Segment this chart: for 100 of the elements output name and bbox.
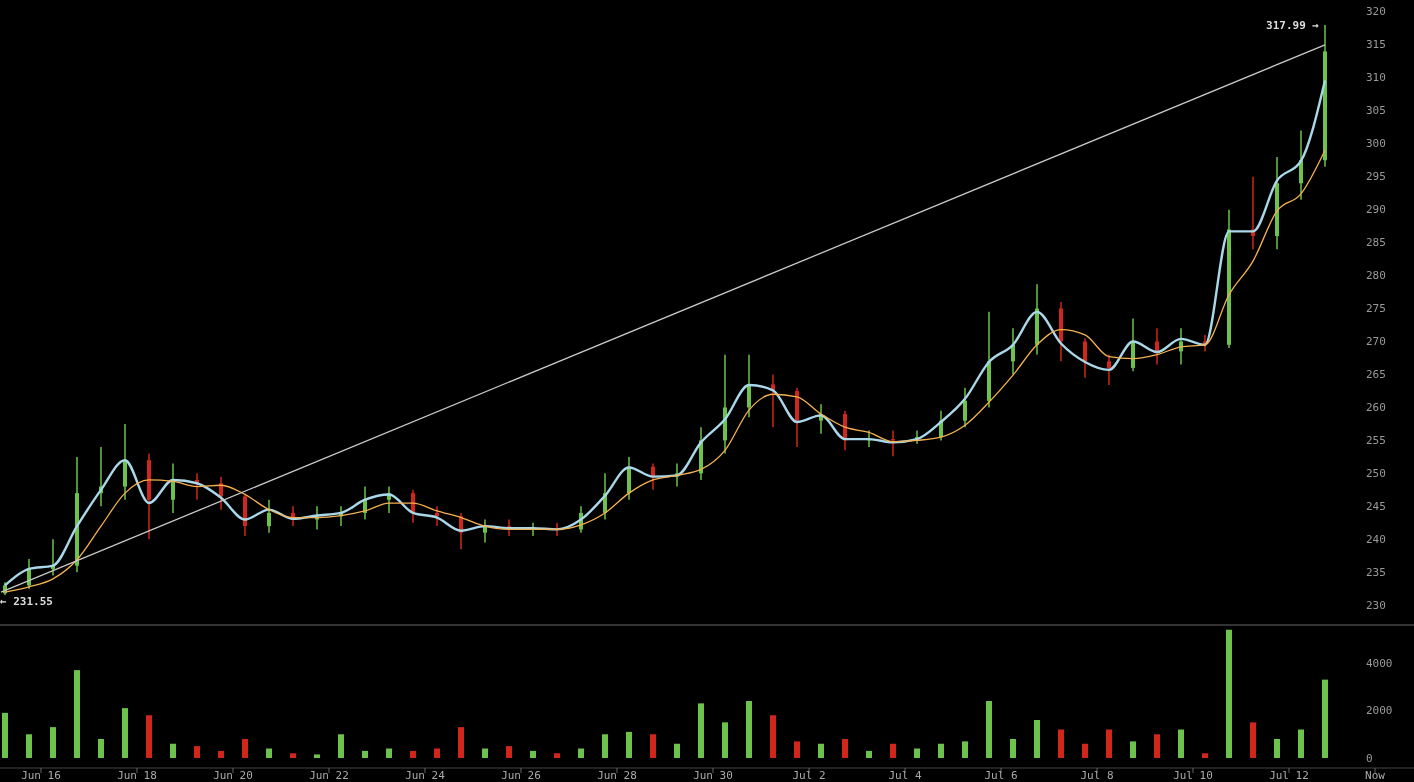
candlestick: [435, 505, 439, 527]
candlestick: [963, 386, 967, 428]
candlestick: [483, 518, 487, 544]
y-tick-label: 255: [1366, 433, 1386, 447]
bar: [698, 703, 704, 758]
y-tick-label: 310: [1366, 71, 1386, 85]
y-tick-label: 240: [1366, 532, 1386, 546]
candlestick: [747, 353, 751, 419]
bar: [482, 748, 488, 758]
candlestick: [1107, 353, 1111, 386]
y-tick-label: 270: [1366, 335, 1386, 349]
x-tick-label: Jul 6: [984, 769, 1018, 782]
bar: [602, 734, 608, 758]
y-tick-label: 305: [1366, 104, 1386, 118]
bar: [410, 750, 416, 758]
y-tick-label: 2000: [1366, 704, 1393, 718]
y-tick-label: 0: [1366, 751, 1373, 765]
bar: [554, 753, 560, 758]
bar: [170, 743, 176, 758]
bar: [650, 734, 656, 758]
x-tick-label: Jul 8: [1080, 769, 1114, 782]
x-tick-label: Jun 18: [117, 769, 157, 782]
bar: [1010, 739, 1016, 758]
x-tick-label: Jul 2: [792, 769, 826, 782]
x-tick-label: Jul 10: [1173, 769, 1213, 782]
y-tick-label: 265: [1366, 367, 1386, 381]
bar: [434, 748, 440, 758]
candlestick: [1083, 337, 1087, 379]
bar: [914, 748, 920, 758]
bar: [194, 746, 200, 758]
bar: [770, 715, 776, 758]
bar: [146, 715, 152, 758]
bar: [1130, 741, 1136, 758]
x-tick-label: Jun 26: [501, 769, 541, 782]
y-tick-label: 260: [1366, 400, 1386, 414]
x-tick-label: Now: [1365, 769, 1386, 782]
x-tick-label: Jun 24: [405, 769, 446, 782]
y-tick-label: 280: [1366, 269, 1386, 283]
y-tick-label: 295: [1366, 170, 1386, 184]
bar: [842, 739, 848, 758]
bar: [626, 731, 632, 758]
bar: [938, 743, 944, 758]
x-tick-label: Jun 28: [597, 769, 637, 782]
y-tick-label: 275: [1366, 302, 1386, 316]
bar: [1154, 734, 1160, 758]
bar: [26, 734, 32, 758]
bar: [674, 743, 680, 758]
x-tick-label: Jul 4: [888, 769, 922, 782]
bar: [1178, 729, 1184, 758]
bar: [74, 670, 80, 758]
annotation: ← 231.55: [0, 594, 53, 608]
bar: [746, 701, 752, 758]
x-tick-label: Jun 30: [693, 769, 733, 782]
candlestick: [1155, 327, 1159, 366]
x-tick-label: Jun 20: [213, 769, 253, 782]
y-tick-label: 235: [1366, 565, 1386, 579]
bar: [386, 748, 392, 758]
y-tick-label: 250: [1366, 466, 1386, 480]
bar: [794, 741, 800, 758]
bar: [50, 727, 56, 758]
bar: [1082, 743, 1088, 758]
bar: [1322, 679, 1328, 758]
bar: [122, 708, 128, 758]
bar: [1202, 753, 1208, 758]
bar: [866, 750, 872, 758]
bar: [338, 734, 344, 758]
bar: [506, 746, 512, 758]
bar: [242, 739, 248, 758]
x-tick-label: Jun 16: [21, 769, 61, 782]
y-tick-label: 4000: [1366, 656, 1393, 670]
y-tick-label: 285: [1366, 236, 1386, 250]
y-tick-label: 245: [1366, 499, 1386, 513]
candlestick: [171, 462, 175, 514]
y-tick-label: 320: [1366, 5, 1386, 19]
x-tick-label: Jul 12: [1269, 769, 1309, 782]
bar: [1058, 729, 1064, 758]
bar: [458, 727, 464, 758]
bar: [890, 743, 896, 758]
bar: [818, 743, 824, 758]
bar: [98, 739, 104, 758]
y-tick-label: 300: [1366, 137, 1386, 151]
bar: [218, 750, 224, 758]
bar: [986, 701, 992, 758]
bar: [314, 754, 320, 758]
y-tick-label: 230: [1366, 598, 1386, 612]
bar: [290, 753, 296, 758]
bar: [1106, 729, 1112, 758]
y-tick-label: 290: [1366, 203, 1386, 217]
bar: [578, 748, 584, 758]
bar: [530, 750, 536, 758]
bar: [2, 712, 8, 758]
bar: [1250, 722, 1256, 758]
bar: [266, 748, 272, 758]
y-tick-label: 315: [1366, 38, 1386, 52]
bar: [722, 722, 728, 758]
bar: [362, 750, 368, 758]
bar: [962, 741, 968, 758]
bar: [1226, 629, 1232, 758]
annotation: 317.99 →: [1266, 18, 1320, 32]
x-tick-label: Jun 22: [309, 769, 349, 782]
